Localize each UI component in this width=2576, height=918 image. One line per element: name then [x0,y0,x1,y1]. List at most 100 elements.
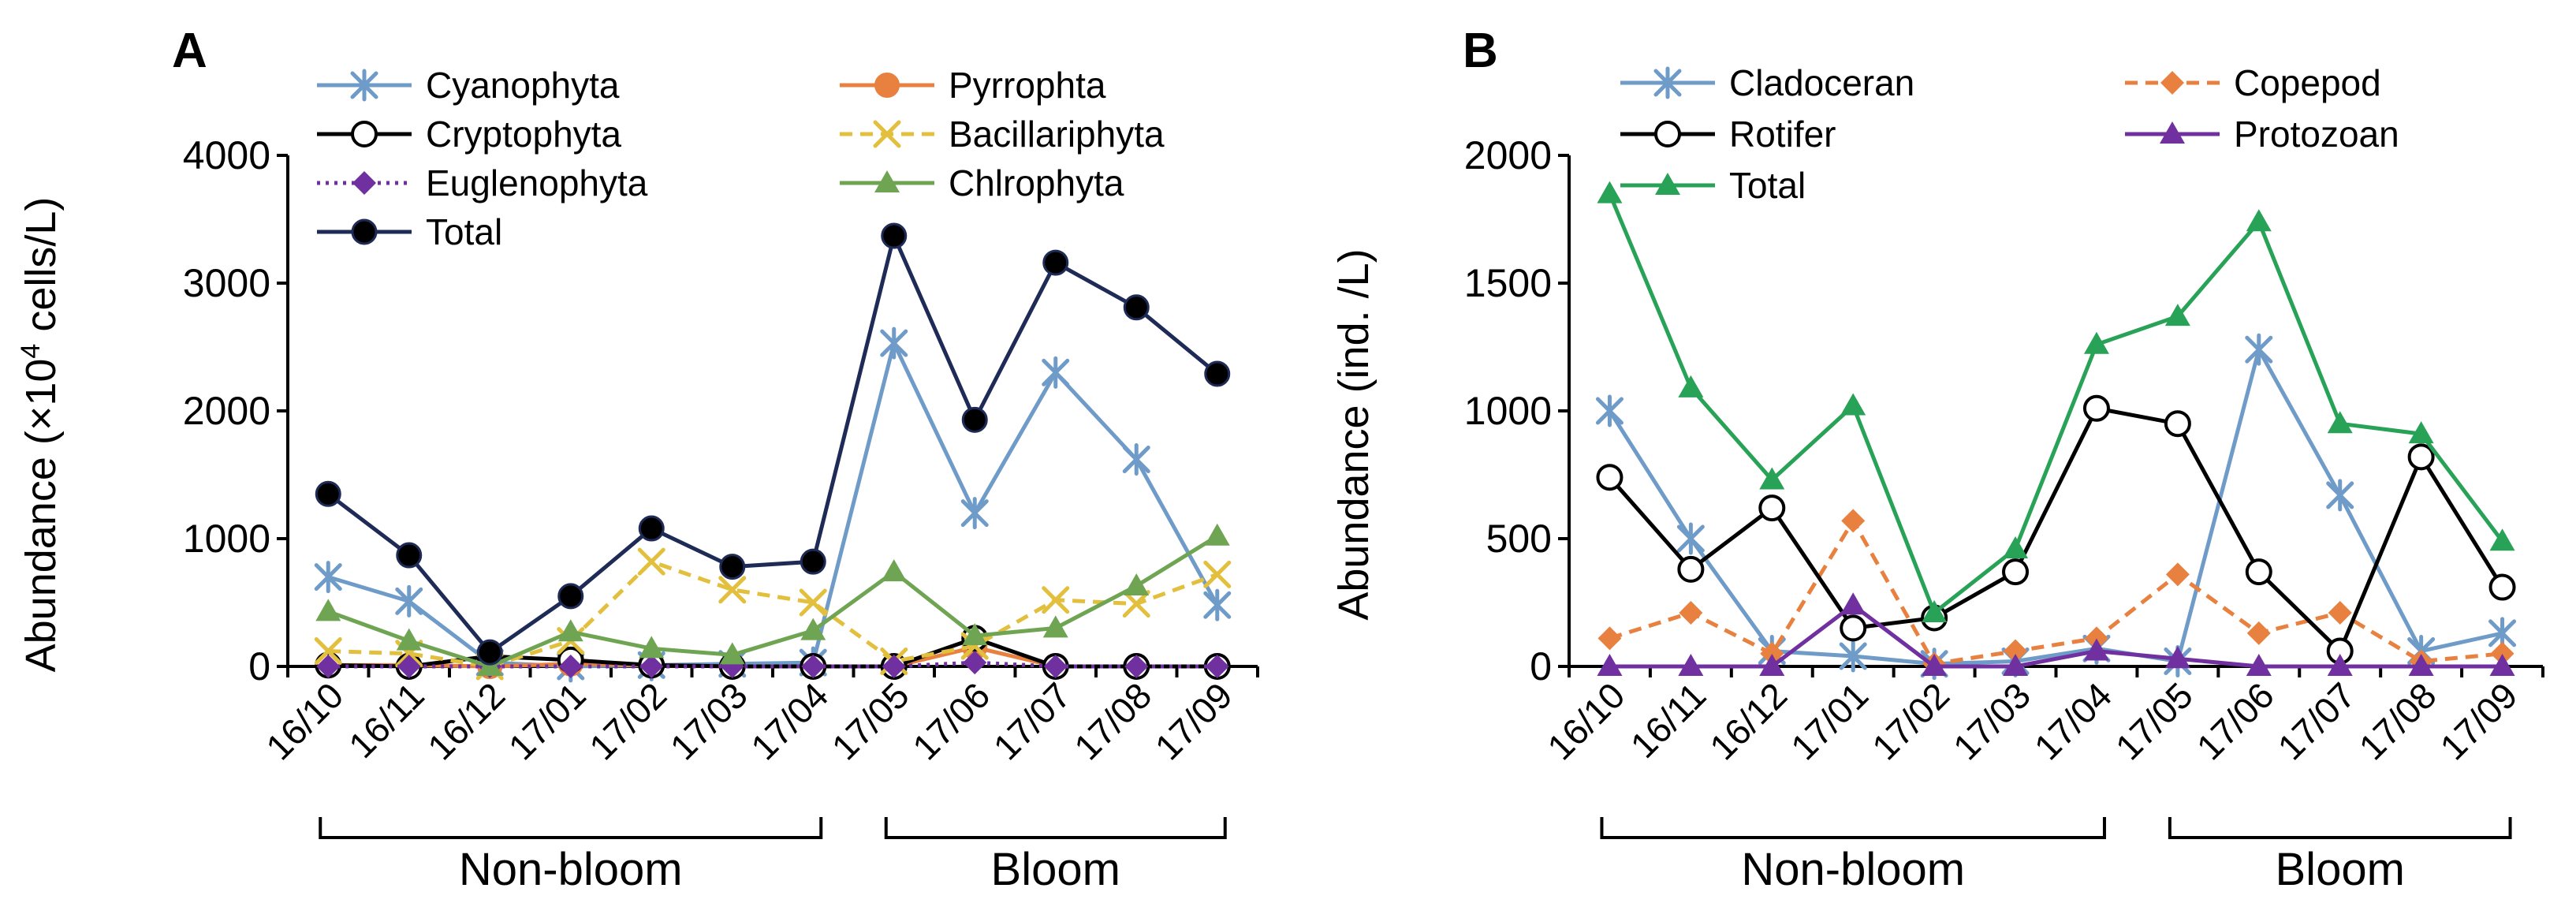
legend-marker [1653,66,1682,99]
legend-label: Copepod [2234,62,2381,103]
data-point [1759,467,1785,490]
data-point [2083,331,2109,354]
data-point [2164,410,2191,438]
data-point [2489,528,2515,551]
legend-marker [1654,121,1681,147]
legend-marker [2160,121,2185,144]
data-point [639,655,664,678]
data-point [1042,356,1070,389]
series-line [326,233,1219,655]
legend-marker [2160,71,2184,95]
data-point [316,655,341,678]
x-tick-label: 17/01 [501,674,594,767]
legend-marker [351,218,378,245]
data-point [1042,615,1068,638]
data-point [1204,360,1231,387]
legend-label: Cryptophyta [426,114,621,155]
legend-entry: Total [317,211,502,252]
x-tick-label: 17/04 [2026,674,2119,767]
data-point [557,583,584,610]
data-point [396,542,423,569]
data-point [1840,393,1866,416]
series-line [328,559,1218,669]
legend-entry: Protozoan [2125,114,2399,155]
data-point [799,588,827,617]
x-tick-label: 16/11 [1623,674,1714,766]
series-line [1609,603,2503,669]
legend-label: Total [1729,165,1806,206]
series-euglenophyta [316,651,1229,678]
data-point [1042,586,1070,614]
data-point [881,559,907,582]
data-point [395,584,423,618]
legend-entry: Bacillariphyta [840,114,1165,155]
data-point [2003,536,2029,558]
x-tick-label: 17/07 [986,674,1079,767]
series-line [1608,406,2504,654]
data-point [637,547,665,576]
data-point [1758,494,1786,522]
data-point [638,515,665,542]
group-label: Non-bloom [459,844,683,895]
x-tick-label: 17/07 [2270,674,2363,767]
data-point [2002,558,2030,586]
legend-label: Bacillariphyta [949,114,1165,155]
data-point [2328,600,2352,625]
group-bracket [884,817,1227,839]
data-point [1840,614,1867,642]
group-label: Non-bloom [1741,844,1965,895]
data-point [2407,443,2435,471]
data-point [2245,558,2272,586]
data-point [2246,621,2271,645]
data-point [1676,522,1705,555]
data-point [1597,181,1623,203]
data-point [1042,249,1069,276]
data-point [2004,639,2028,663]
data-point [1122,443,1150,476]
panel-letter: B [1463,24,1498,78]
data-point [2083,638,2109,661]
legend-marker [1655,173,1680,195]
data-point [2003,654,2029,676]
legend-label: Euglenophyta [426,162,648,203]
series-total [315,222,1231,666]
data-point [1678,654,1704,676]
x-tick-label: 16/11 [341,674,432,766]
data-point [1839,640,1867,673]
series-cyanophyta [314,327,1232,683]
data-point [314,637,342,666]
data-point [1679,600,1703,625]
series-line [327,341,1219,669]
series-line [1608,192,2504,615]
panel-letter: A [172,24,207,78]
data-point [719,554,746,580]
data-point [1595,394,1624,427]
series-rotifer [1596,394,2516,665]
legend-entry: Cryptophyta [317,114,621,155]
data-point [1205,655,1229,678]
x-tick-label: 17/08 [2351,674,2444,767]
legend: Cladoceran Copepod Rotifer Protozoan Total [1620,62,2399,206]
legend-marker [352,171,376,195]
legend-marker [350,69,378,102]
data-point [1597,626,1622,651]
legend-entry: Cyanophyta [317,65,620,106]
x-tick-label: 17/08 [1066,674,1159,767]
legend-label: Total [426,211,502,252]
x-tick-label: 17/09 [1147,674,1240,767]
data-point [315,599,341,621]
series-line [1608,347,2503,666]
y-tick-label: 1500 [1464,261,1552,305]
data-point [1124,655,1149,678]
data-point [2326,479,2354,512]
x-tick-label: 17/03 [1945,674,2038,767]
data-point [2488,573,2516,601]
data-point [1043,655,1068,678]
data-point [2245,333,2273,366]
data-point [1922,654,1948,676]
y-tick-label: 1000 [183,517,270,561]
data-point [1203,588,1232,621]
data-point [397,655,421,678]
data-point [396,628,422,651]
